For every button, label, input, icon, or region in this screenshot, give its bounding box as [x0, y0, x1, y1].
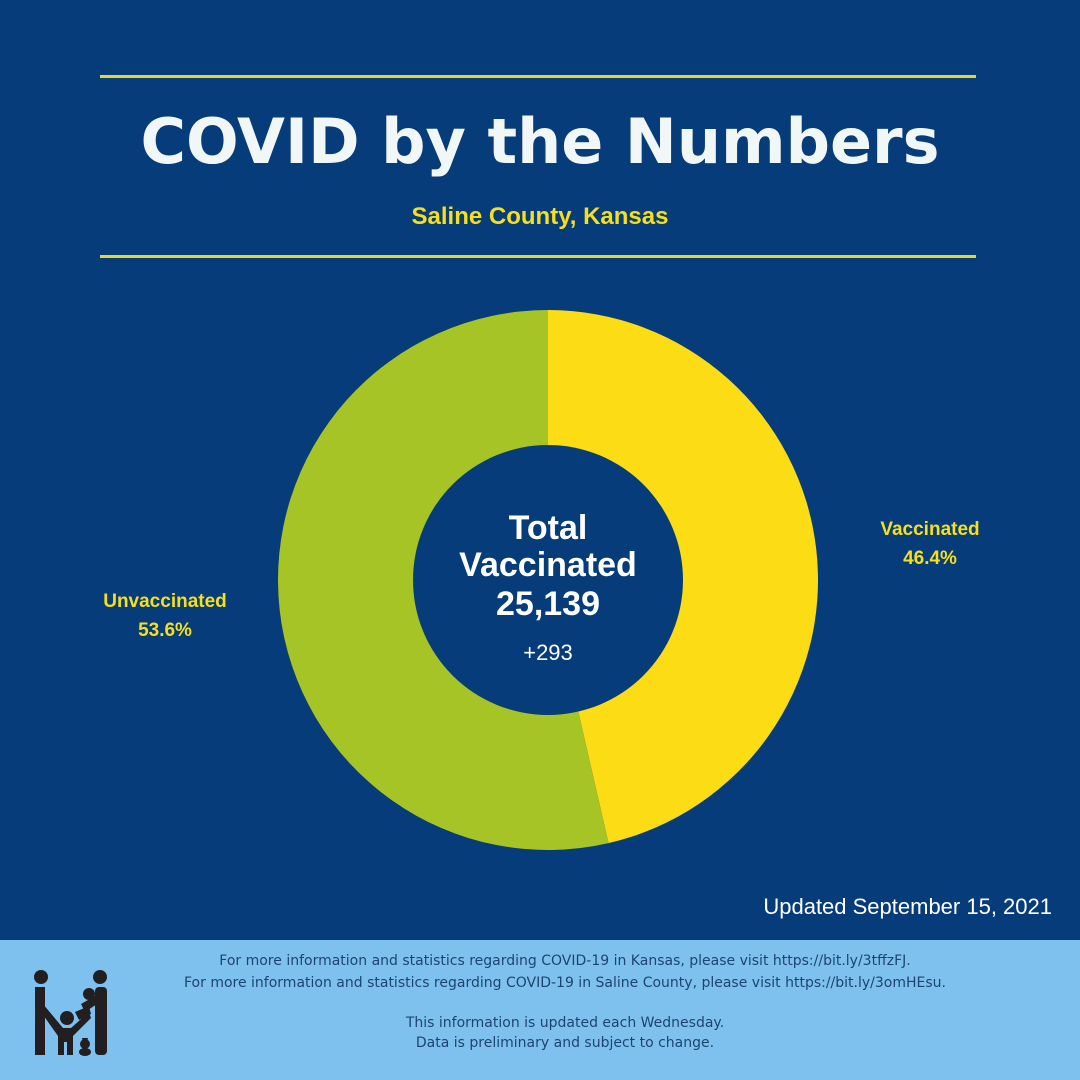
page-subtitle: Saline County, Kansas: [411, 203, 669, 230]
family-icon: [34, 970, 107, 1056]
center-label-total: Total: [508, 509, 588, 547]
vaccinated-label-name: Vaccinated: [880, 519, 980, 540]
donut-slice-vaccinated: [548, 310, 818, 844]
unvaccinated-label-name: Unvaccinated: [103, 591, 227, 612]
donut-hole: [413, 445, 683, 715]
footer: For more information and statistics rega…: [0, 940, 1080, 1080]
page-title: COVID by the Numbers: [140, 105, 940, 178]
header-rule-top: [100, 75, 976, 78]
footer-update-note: This information is updated each Wednesd…: [405, 1015, 725, 1031]
vaccinated-label-value: 46.4%: [903, 548, 957, 569]
center-delta-value: +293: [523, 640, 573, 665]
center-label-vaccinated: Vaccinated: [459, 546, 637, 584]
footer-saline-info: For more information and statistics rega…: [184, 975, 946, 991]
vaccinated-label: Vaccinated 46.4%: [850, 515, 1010, 573]
center-total-value: 25,139: [496, 585, 600, 623]
unvaccinated-label: Unvaccinated 53.6%: [75, 587, 255, 645]
footer-kansas-info: For more information and statistics rega…: [219, 953, 911, 969]
unvaccinated-label-value: 53.6%: [138, 620, 192, 641]
header-rule-bottom: [100, 255, 976, 258]
footer-preliminary-note: Data is preliminary and subject to chang…: [415, 1035, 715, 1051]
updated-date: Updated September 15, 2021: [763, 894, 1052, 919]
